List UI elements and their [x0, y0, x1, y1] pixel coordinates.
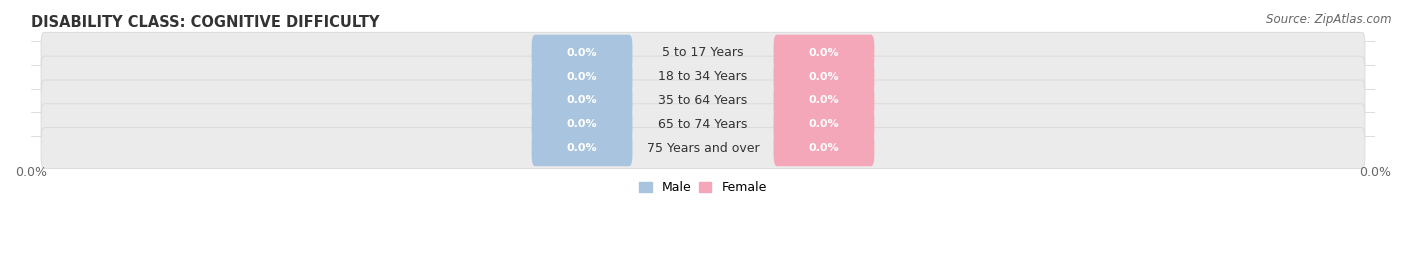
- FancyBboxPatch shape: [41, 80, 1365, 121]
- Text: 0.0%: 0.0%: [567, 48, 598, 58]
- Text: 0.0%: 0.0%: [567, 119, 598, 129]
- Text: DISABILITY CLASS: COGNITIVE DIFFICULTY: DISABILITY CLASS: COGNITIVE DIFFICULTY: [31, 15, 380, 30]
- Text: Source: ZipAtlas.com: Source: ZipAtlas.com: [1267, 13, 1392, 26]
- Text: 0.0%: 0.0%: [808, 143, 839, 153]
- Text: 18 to 34 Years: 18 to 34 Years: [658, 70, 748, 83]
- FancyBboxPatch shape: [531, 106, 633, 142]
- Text: 5 to 17 Years: 5 to 17 Years: [662, 46, 744, 59]
- FancyBboxPatch shape: [773, 35, 875, 71]
- FancyBboxPatch shape: [531, 130, 633, 166]
- FancyBboxPatch shape: [531, 82, 633, 119]
- FancyBboxPatch shape: [41, 104, 1365, 145]
- FancyBboxPatch shape: [41, 32, 1365, 73]
- FancyBboxPatch shape: [773, 130, 875, 166]
- FancyBboxPatch shape: [531, 35, 633, 71]
- Text: 0.0%: 0.0%: [808, 95, 839, 105]
- Text: 35 to 64 Years: 35 to 64 Years: [658, 94, 748, 107]
- Text: 0.0%: 0.0%: [808, 48, 839, 58]
- Text: 0.0%: 0.0%: [567, 72, 598, 82]
- FancyBboxPatch shape: [41, 128, 1365, 169]
- FancyBboxPatch shape: [531, 59, 633, 95]
- Text: 0.0%: 0.0%: [808, 72, 839, 82]
- Text: 0.0%: 0.0%: [567, 143, 598, 153]
- Text: 75 Years and over: 75 Years and over: [647, 141, 759, 155]
- Legend: Male, Female: Male, Female: [634, 176, 772, 199]
- FancyBboxPatch shape: [773, 106, 875, 142]
- FancyBboxPatch shape: [773, 59, 875, 95]
- FancyBboxPatch shape: [773, 82, 875, 119]
- Text: 0.0%: 0.0%: [567, 95, 598, 105]
- Text: 0.0%: 0.0%: [808, 119, 839, 129]
- FancyBboxPatch shape: [41, 56, 1365, 97]
- Text: 65 to 74 Years: 65 to 74 Years: [658, 118, 748, 131]
